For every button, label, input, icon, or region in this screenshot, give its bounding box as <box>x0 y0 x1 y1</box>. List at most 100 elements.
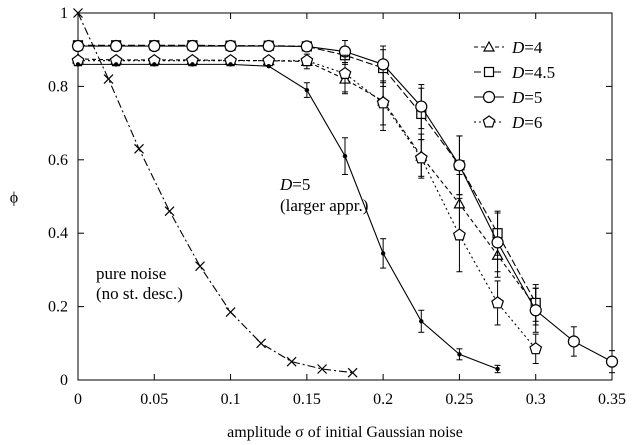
legend-label: D=4.5 <box>511 63 555 82</box>
y-tick-label: 0.8 <box>48 78 68 95</box>
data-point <box>224 39 237 53</box>
y-tick-label: 0.6 <box>48 152 68 169</box>
data-point <box>376 96 390 109</box>
cross-stroke <box>347 367 358 378</box>
series-2 <box>71 39 619 374</box>
data-point <box>148 39 161 53</box>
x-tick-label: 0 <box>74 391 82 408</box>
legend-marker <box>482 40 496 52</box>
legend-marker <box>482 115 496 128</box>
series-line <box>77 12 353 374</box>
data-point <box>338 66 352 80</box>
y-tick-label: 1 <box>60 5 68 22</box>
legend-label-prefix: D <box>511 63 525 82</box>
data-point <box>304 87 310 93</box>
legend-label-prefix: D <box>511 88 525 107</box>
data-point <box>300 40 313 53</box>
data-point <box>347 367 358 378</box>
data-point <box>113 62 119 67</box>
cross-stroke <box>134 143 144 154</box>
data-point <box>317 364 328 374</box>
plot-frame <box>77 12 613 381</box>
legend-label-prefix: D <box>511 38 525 57</box>
data-point <box>195 261 205 272</box>
legend: D=4D=4.5D=5D=6 <box>474 38 555 132</box>
data-point <box>134 143 144 154</box>
cross-stroke <box>286 356 297 367</box>
y-tick-label: 0 <box>60 372 68 389</box>
cross-stroke <box>256 338 267 349</box>
legend-label: D=4 <box>511 38 543 57</box>
x-tick-label: 0.1 <box>221 391 241 408</box>
legend-label-prefix: D <box>511 113 525 132</box>
legend-label-suffix: =6 <box>524 113 542 132</box>
data-point <box>286 356 297 367</box>
annotation-d5-larger-line2: (larger appr.) <box>280 196 368 215</box>
data-point <box>491 296 505 309</box>
legend-label: D=5 <box>511 88 542 107</box>
x-tick-label: 0.2 <box>373 391 393 408</box>
data-point <box>190 62 195 67</box>
data-point <box>228 62 233 67</box>
data-point <box>414 151 428 164</box>
legend-label-suffix: =5 <box>524 88 542 107</box>
annotation-pure-noise: pure noise <box>96 264 166 283</box>
data-point <box>75 62 81 67</box>
legend-label-suffix: =4.5 <box>524 63 555 82</box>
x-tick-label: 0.15 <box>293 391 321 408</box>
cross-stroke <box>225 307 236 318</box>
cross-stroke <box>164 206 175 217</box>
data-point <box>567 335 580 348</box>
cross-stroke <box>103 74 114 84</box>
data-point <box>186 39 199 53</box>
data-point <box>152 62 157 67</box>
x-tick-label: 0.3 <box>526 391 546 408</box>
cross-stroke <box>195 261 205 272</box>
annotation-pure-noise-line2: (no st. desc.) <box>96 284 183 303</box>
series-4 <box>75 62 501 374</box>
annotation-d5-larger: D=5 <box>279 175 310 194</box>
data-point <box>491 236 504 249</box>
data-point <box>262 39 275 53</box>
y-tick-label: 0.2 <box>48 299 68 316</box>
cross-stroke <box>317 364 328 374</box>
data-point <box>300 53 314 67</box>
x-tick-label: 0.25 <box>445 391 473 408</box>
legend-marker <box>482 90 496 104</box>
data-point <box>605 355 619 368</box>
data-point <box>415 100 428 113</box>
series-5 <box>73 8 358 378</box>
data-point <box>452 228 466 241</box>
data-point <box>266 64 271 69</box>
data-point <box>529 342 543 355</box>
legend-marker <box>483 66 495 78</box>
data-point <box>495 366 500 372</box>
data-point <box>529 304 542 317</box>
legend-label-suffix: =4 <box>524 38 543 57</box>
x-axis-label: amplitude σ of initial Gaussian noise <box>227 424 463 441</box>
data-point <box>164 206 175 217</box>
data-point <box>71 39 85 53</box>
data-point <box>110 39 123 53</box>
data-point <box>73 8 83 18</box>
data-point <box>225 307 236 318</box>
data-point <box>453 159 466 172</box>
x-tick-label: 0.05 <box>140 391 168 408</box>
data-point <box>256 338 267 349</box>
data-point <box>342 153 348 159</box>
data-point <box>262 53 276 67</box>
data-point <box>457 352 462 357</box>
data-point <box>103 74 114 84</box>
legend-label: D=6 <box>511 113 542 132</box>
data-point <box>377 58 390 71</box>
data-point <box>419 319 424 324</box>
cross-stroke <box>73 8 83 18</box>
data-point <box>380 251 386 256</box>
y-axis-label: ϕ <box>10 190 18 207</box>
y-tick-label: 0.4 <box>48 225 68 242</box>
annotation-line: =5 <box>292 175 310 194</box>
series-line <box>78 63 498 370</box>
annotation-prefix: D <box>279 175 293 194</box>
